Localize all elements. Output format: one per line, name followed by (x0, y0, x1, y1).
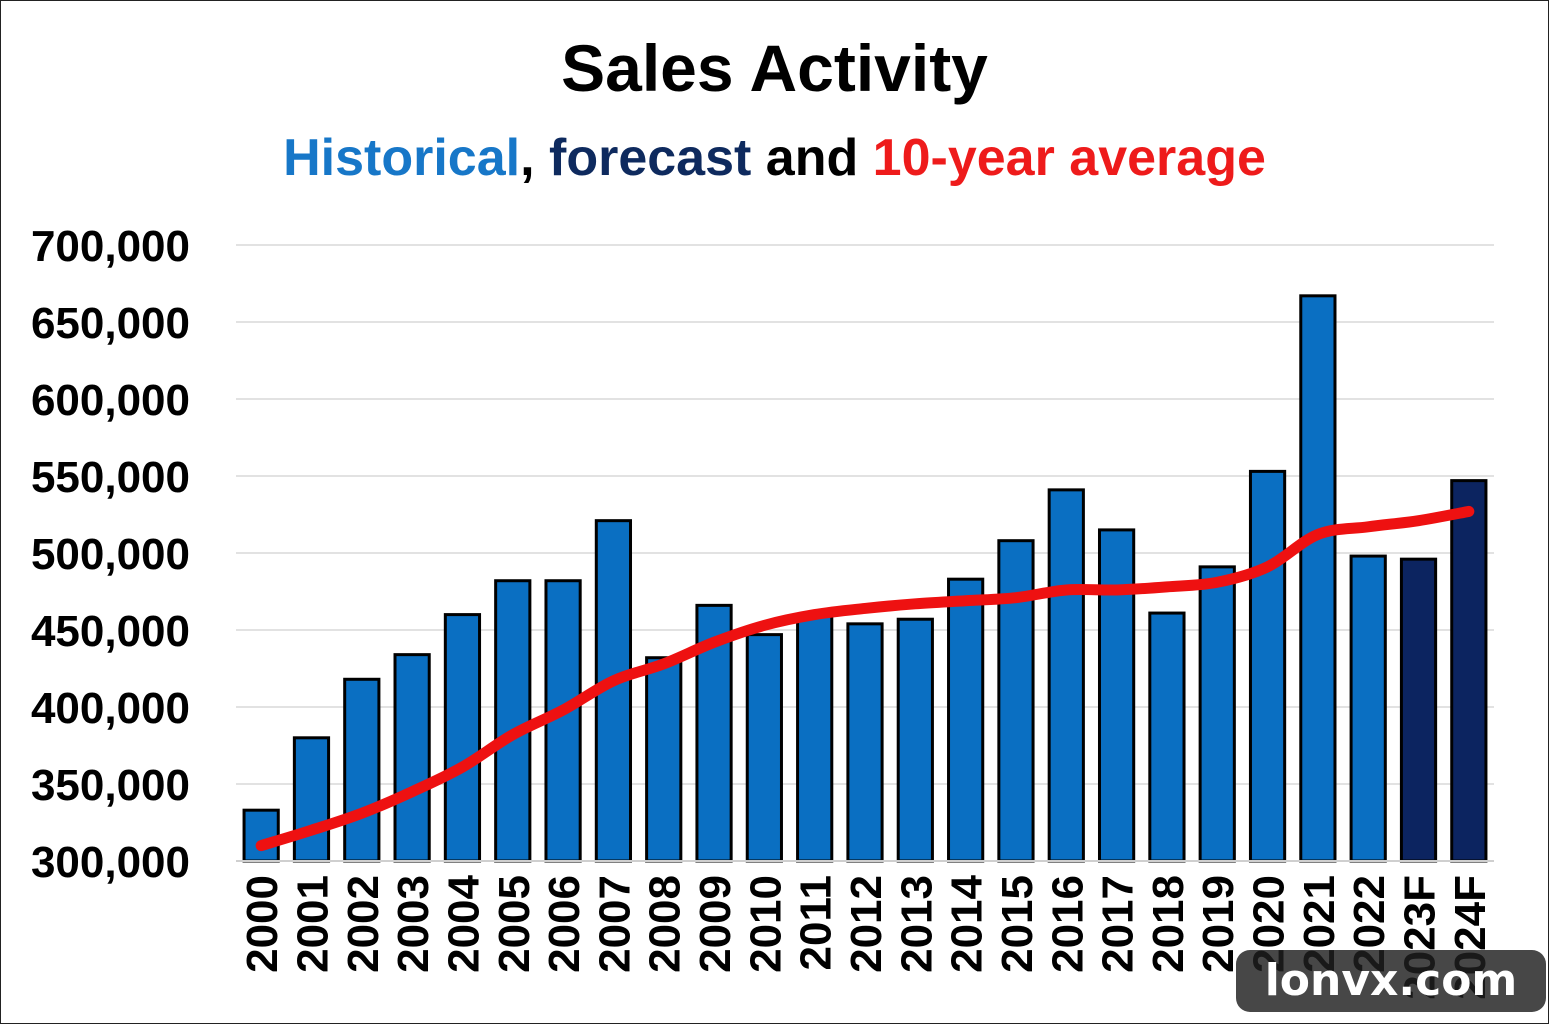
bar-historical (343, 677, 381, 863)
bar-historical (846, 622, 884, 863)
y-tick-label: 400,000 (31, 684, 190, 733)
subtitle-historical: Historical (283, 129, 521, 187)
chart-title: Sales Activity (561, 31, 988, 105)
x-tick-label: 2003 (389, 875, 438, 973)
bar-historical (242, 808, 280, 863)
bar-historical (494, 579, 532, 863)
x-tick-label: 2001 (288, 875, 337, 973)
x-tick-label: 2018 (1144, 875, 1193, 973)
subtitle-average: 10-year average (872, 129, 1266, 187)
bar-historical (443, 613, 482, 863)
y-tick-label: 450,000 (31, 607, 190, 656)
x-tick-label: 2016 (1043, 875, 1092, 973)
x-tick-label: 2017 (1094, 875, 1143, 973)
bar-historical (1198, 565, 1236, 863)
x-tick-label: 2008 (641, 875, 690, 973)
bar-historical (1349, 554, 1387, 863)
bar-historical (947, 577, 985, 863)
y-tick-label: 550,000 (31, 453, 190, 502)
bar-historical (745, 633, 783, 863)
subtitle-forecast: forecast (549, 129, 752, 187)
bar-historical (1097, 528, 1136, 863)
bar-historical (896, 617, 934, 863)
bar-historical (1248, 469, 1287, 863)
bars (236, 294, 1494, 863)
x-tick-label: 2010 (741, 875, 790, 973)
bar-historical (1148, 611, 1186, 863)
bar-historical (292, 736, 331, 863)
y-axis-ticks: 300,000 350,000 400,000 450,000 500,000 550,0… (31, 222, 190, 887)
y-tick-label: 650,000 (31, 299, 190, 348)
x-tick-label: 2012 (842, 875, 891, 973)
x-tick-label: 2007 (590, 875, 639, 973)
bar-historical (997, 539, 1035, 863)
subtitle-separator: , (520, 129, 550, 187)
x-tick-label: 2002 (339, 875, 388, 973)
x-tick-label: 2019 (1194, 875, 1243, 973)
x-tick-label: 2005 (490, 875, 539, 973)
x-tick-label: 2000 (238, 875, 287, 973)
bar-historical (645, 656, 683, 863)
subtitle-and: and (751, 129, 873, 187)
x-tick-label: 2014 (943, 874, 992, 972)
x-axis-ticks: 2000 2001 2002 2003 2004 2005 2006 2007 2008 2009… (238, 874, 1495, 999)
x-tick-label: 2006 (540, 875, 589, 973)
bar-historical (1047, 488, 1085, 863)
watermark: lonvx.com (1236, 950, 1546, 1012)
x-tick-label: 2009 (691, 875, 740, 973)
bar-forecast (1399, 557, 1438, 863)
x-tick-label: 2004 (439, 874, 488, 972)
x-tick-label: 2015 (993, 875, 1042, 973)
y-tick-label: 700,000 (31, 222, 190, 271)
x-tick-label: 2011 (792, 875, 841, 970)
bar-historical (393, 653, 431, 863)
y-tick-label: 300,000 (31, 838, 190, 887)
y-tick-label: 600,000 (31, 376, 190, 425)
y-tick-label: 350,000 (31, 761, 190, 810)
x-tick-label: 2013 (892, 875, 941, 973)
bar-forecast (1450, 479, 1488, 863)
bar-historical (1299, 294, 1337, 863)
bar-historical (796, 613, 834, 863)
average-line (255, 505, 1475, 852)
y-tick-label: 500,000 (31, 530, 190, 579)
chart-subtitle: Historical, forecast and 10-year average (0, 128, 1549, 188)
average-line-layer (255, 505, 1475, 852)
